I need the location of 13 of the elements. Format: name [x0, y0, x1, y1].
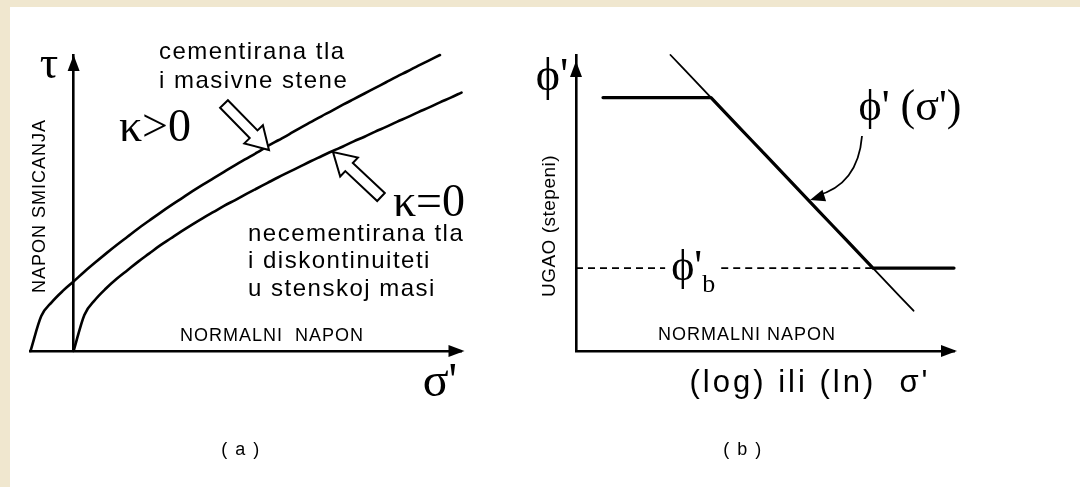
text: ϕ' [535, 49, 569, 101]
text: σ' [422, 352, 458, 406]
text: ( b ) [723, 438, 763, 459]
annotation: τ [39, 37, 59, 89]
y-axis-title: NAPON SMICANJA [28, 118, 49, 294]
x-axis-title: NORMALNI NAPON [179, 324, 365, 345]
x-axis-title: NORMALNI NAPON [657, 323, 837, 344]
text: (log) ili (ln) σ' [689, 363, 931, 399]
series-label: κ>0 [118, 100, 192, 152]
text: ( a ) [221, 438, 261, 459]
series-label: ϕ' (σ') [858, 80, 962, 130]
annotation: cementirana tla i masivne stene [159, 36, 349, 93]
y-axis-title: UGAO (stepeni) [538, 154, 560, 298]
